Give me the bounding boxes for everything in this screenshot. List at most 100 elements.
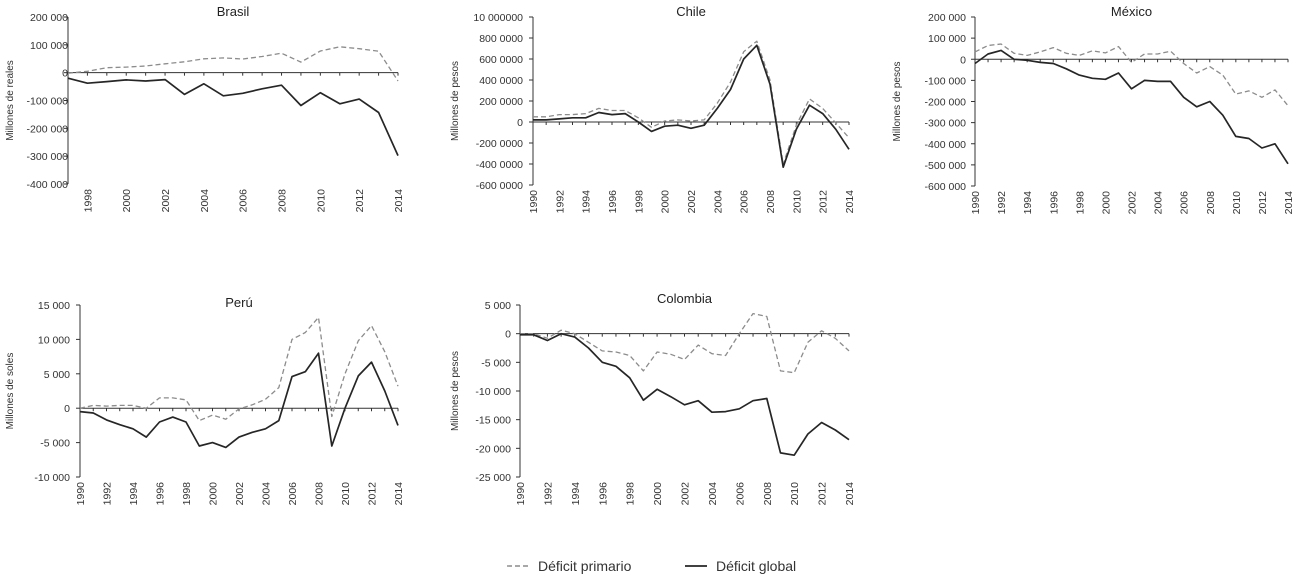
y-tick-label: 0	[64, 403, 70, 415]
x-tick-label: 1996	[155, 482, 167, 506]
x-tick-label: 2012	[817, 482, 829, 506]
series-line-deficit-global	[974, 49, 1289, 165]
x-tick-label: 2010	[1231, 191, 1243, 215]
y-tick-label: 200 000	[928, 12, 966, 24]
x-tick-label: 1990	[515, 482, 527, 506]
x-tick-label: 1994	[128, 482, 140, 506]
y-tick-label: -25 000	[475, 472, 511, 484]
chart-chile: Chile 10 000000 800 0000 600 0000 400 0000 20…	[450, 4, 856, 213]
chart-mexico: México 200 000 100 000 0 -100 000 -200 000 -30…	[892, 4, 1295, 214]
x-tick-label: 2006	[739, 190, 751, 214]
x-tick-label: 2008	[765, 190, 777, 214]
y-tick-label: -10 000	[34, 472, 70, 484]
series-line-deficit-primario	[79, 316, 399, 422]
y-tick-label: -400 000	[925, 139, 967, 151]
y-tick-label: -400 0000	[476, 159, 523, 171]
y-tick-label: -300 000	[925, 118, 967, 130]
x-tick-label: 2002	[160, 189, 172, 213]
x-tick-label: 2000	[121, 189, 133, 213]
y-tick-label: 5 000	[44, 369, 70, 381]
x-tick-label: 2010	[340, 482, 352, 506]
y-tick-label: 5 000	[485, 300, 511, 312]
charts-root: Brasil 200 000 100 000 0 -100 000 -200 000 -30…	[5, 4, 1295, 505]
x-tick-label: 2014	[393, 482, 405, 506]
x-tick-label: 1992	[554, 190, 566, 214]
x-tick-label: 1990	[970, 191, 982, 215]
x-tick-label: 1992	[996, 191, 1008, 215]
x-tick-label: 1990	[528, 190, 540, 214]
x-tick-label: 2002	[234, 482, 246, 506]
y-tick-label: -200 000	[27, 123, 69, 135]
chart-title: Chile	[676, 4, 706, 19]
legend-primary-label: Déficit primario	[538, 558, 632, 574]
y-tick-label: 200 0000	[479, 96, 523, 108]
y-tick-label: -5 000	[481, 357, 511, 369]
legend-global-label: Déficit global	[716, 558, 796, 574]
x-tick-label: 2002	[1127, 191, 1139, 215]
y-tick-label: 400 0000	[479, 75, 523, 87]
series-line-deficit-global	[67, 77, 399, 156]
x-tick-label: 2010	[789, 482, 801, 506]
x-tick-label: 2008	[314, 482, 326, 506]
y-tick-label: 100 000	[30, 40, 68, 52]
series-line-deficit-primario	[519, 312, 850, 374]
x-tick-label: 1998	[625, 482, 637, 506]
y-tick-label: -100 000	[27, 96, 69, 108]
y-tick-label: -200 0000	[476, 138, 523, 150]
x-tick-label: 2006	[238, 189, 250, 213]
y-axis-label: Millones de pesos	[450, 61, 461, 141]
x-tick-label: 2008	[762, 482, 774, 506]
x-tick-label: 1998	[1074, 191, 1086, 215]
x-tick-label: 2000	[652, 482, 664, 506]
x-tick-label: 2012	[354, 189, 366, 213]
series-line-deficit-global	[533, 44, 850, 169]
x-tick-label: 2014	[393, 189, 405, 213]
y-tick-label: 0	[517, 117, 523, 129]
chart-title: Colombia	[657, 291, 713, 306]
x-tick-label: 1992	[542, 482, 554, 506]
x-tick-label: 2008	[277, 189, 289, 213]
y-tick-label: -500 000	[925, 160, 967, 172]
y-axis-label: Millones de pesos	[450, 351, 461, 431]
x-tick-label: 2008	[1205, 191, 1217, 215]
series-line-deficit-primario	[67, 46, 399, 82]
x-tick-label: 1998	[633, 190, 645, 214]
x-tick-label: 1996	[597, 482, 609, 506]
y-tick-label: 0	[960, 54, 966, 66]
series-line-deficit-global	[79, 352, 399, 449]
x-tick-label: 1994	[1022, 191, 1034, 215]
y-tick-label: -200 000	[925, 97, 967, 109]
x-tick-label: 2000	[1100, 191, 1112, 215]
y-tick-label: 0	[62, 68, 68, 80]
x-tick-label: 2010	[791, 190, 803, 214]
y-tick-label: -400 000	[27, 179, 69, 191]
x-tick-label: 2004	[199, 189, 211, 213]
y-axis-label: Millones de reales	[5, 60, 16, 141]
series-line-deficit-global	[520, 332, 850, 457]
x-tick-label: 2006	[1179, 191, 1191, 215]
x-tick-label: 2002	[686, 190, 698, 214]
chart-title: Perú	[225, 295, 252, 310]
x-tick-label: 2006	[734, 482, 746, 506]
chart-brasil: Brasil 200 000 100 000 0 -100 000 -200 000 -30…	[5, 4, 405, 212]
x-tick-label: 1992	[102, 482, 114, 506]
y-tick-label: 15 000	[38, 300, 70, 312]
x-tick-label: 1998	[181, 482, 193, 506]
legend: Déficit primario Déficit global	[507, 558, 796, 574]
x-tick-label: 2000	[660, 190, 672, 214]
x-tick-label: 2014	[1283, 191, 1295, 215]
chart-title: México	[1111, 4, 1152, 19]
x-tick-label: 1994	[581, 190, 593, 214]
x-tick-label: 2010	[315, 189, 327, 213]
chart-colombia: Colombia 5 000 0 -5 000 -10 000 -15 000 -20 00…	[450, 291, 856, 505]
x-tick-label: 2004	[707, 482, 719, 506]
x-tick-label: 2014	[844, 482, 856, 506]
x-tick-label: 2012	[818, 190, 830, 214]
x-tick-label: 2000	[208, 482, 220, 506]
chart-title: Brasil	[217, 4, 250, 19]
x-tick-label: 1990	[75, 482, 87, 506]
x-tick-label: 2004	[261, 482, 273, 506]
y-tick-label: -300 000	[27, 151, 69, 163]
y-tick-label: 10 000000	[473, 12, 523, 24]
